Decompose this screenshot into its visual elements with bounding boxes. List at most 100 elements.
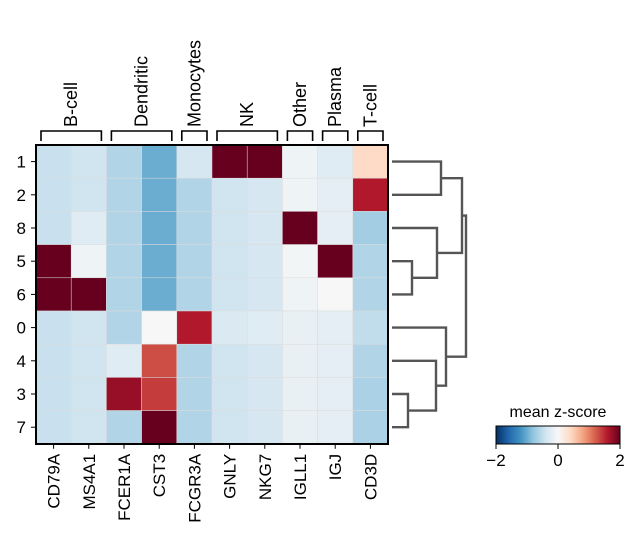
- heatmap-cell: [352, 144, 389, 179]
- heatmap-cell: [317, 410, 354, 445]
- column-label: CST3: [150, 454, 169, 497]
- heatmap-cell: [70, 377, 107, 411]
- row-label: 4: [17, 352, 26, 371]
- heatmap-cell: [352, 244, 389, 279]
- column-label: MS4A1: [80, 454, 99, 510]
- heatmap-cell: [317, 310, 354, 345]
- heatmap-cell: [35, 310, 72, 345]
- heatmap-cell: [352, 177, 389, 212]
- column-label: FCER1A: [115, 453, 134, 521]
- heatmap-cell: [246, 277, 283, 312]
- group-label: T-cell: [360, 84, 380, 127]
- heatmap-cell: [70, 410, 107, 445]
- dendrogram-link: [392, 160, 443, 196]
- dendrogram-link: [392, 260, 414, 296]
- heatmap-cell: [106, 277, 142, 312]
- group-label: Monocytes: [184, 40, 204, 127]
- heatmap-cell: [282, 177, 318, 212]
- heatmap-cell: [352, 343, 389, 378]
- heatmap-cell: [176, 144, 213, 179]
- heatmap-cell: [35, 177, 72, 212]
- heatmap-cell: [282, 144, 318, 179]
- heatmap-cell: [70, 177, 107, 212]
- heatmap-cell: [70, 244, 107, 279]
- group-bracket: [321, 130, 349, 141]
- heatmap-cell: [70, 277, 107, 312]
- colorbar-gradient: [495, 425, 621, 445]
- heatmap-cell: [352, 211, 389, 245]
- heatmap-cell: [176, 277, 213, 312]
- colorbar: mean z-score −2 0 2: [486, 404, 624, 470]
- row-label: 8: [17, 219, 26, 238]
- heatmap-cell: [35, 377, 72, 411]
- heatmap-cell: [106, 211, 142, 245]
- group-label: Dendritic: [132, 56, 152, 127]
- heatmap-cell: [141, 410, 178, 445]
- heatmap-cell: [141, 244, 178, 279]
- heatmap-frame: [35, 144, 389, 445]
- heatmap-cell: [211, 410, 248, 445]
- heatmap-cell: [211, 277, 248, 312]
- heatmap-cell: [211, 343, 248, 378]
- heatmap-cell: [246, 343, 283, 378]
- heatmap-cells: [35, 144, 389, 445]
- colorbar-tick-label: −2: [486, 451, 505, 470]
- heatmap-cell: [35, 211, 72, 245]
- heatmap-cell: [70, 144, 107, 179]
- heatmap-cell: [106, 244, 142, 279]
- heatmap-cell: [106, 343, 142, 378]
- heatmap-cell: [317, 177, 354, 212]
- group-brackets: B-cell Dendritic Monocytes NK Other Plasma T-c…: [40, 40, 384, 141]
- column-label: CD79A: [45, 453, 64, 508]
- row-label: 5: [17, 252, 26, 271]
- heatmap-cell: [141, 211, 178, 245]
- column-label: GNLY: [221, 454, 240, 499]
- group-label: Other: [290, 82, 310, 127]
- dendrogram-link: [392, 392, 410, 429]
- group-bracket: [286, 130, 314, 141]
- dendrogram-link: [392, 326, 448, 387]
- heatmap-cell: [246, 244, 283, 279]
- colorbar-tick-label: 2: [615, 451, 624, 470]
- heatmap-cell: [141, 343, 178, 378]
- dendrogram-link: [392, 359, 438, 412]
- heatmap-cell: [282, 244, 318, 279]
- heatmap-cell: [246, 410, 283, 445]
- heatmap-cell: [35, 144, 72, 179]
- heatmap-cell: [317, 343, 354, 378]
- heatmap-cell: [317, 211, 354, 245]
- group-bracket: [110, 130, 173, 141]
- heatmap-cell: [141, 277, 178, 312]
- heatmap-cell: [141, 310, 178, 345]
- column-label: IGLL1: [291, 454, 310, 500]
- heatmap-cell: [211, 377, 248, 411]
- column-label: CD3D: [361, 454, 380, 500]
- dendrogram-link: [392, 226, 439, 279]
- heatmap-cell: [246, 310, 283, 345]
- heatmap-cell: [35, 343, 72, 378]
- heatmap-cell: [176, 377, 213, 411]
- dendrogram-link: [446, 214, 468, 358]
- column-label: NKG7: [256, 454, 275, 500]
- heatmap-cell: [211, 144, 248, 179]
- heatmap-cell: [176, 343, 213, 378]
- heatmap-cell: [246, 177, 283, 212]
- heatmap-cell: [106, 377, 142, 411]
- heatmap-cell: [141, 377, 178, 411]
- column-label: IGJ: [326, 454, 345, 480]
- heatmap-cell: [70, 310, 107, 345]
- heatmap-cell: [282, 310, 318, 345]
- row-label: 7: [17, 418, 26, 437]
- row-label: 0: [17, 319, 26, 338]
- heatmap-cell: [141, 144, 178, 179]
- row-labels: 1 2 8 5 6 0 4 3 7: [17, 153, 36, 437]
- heatmap-cell: [176, 177, 213, 212]
- heatmap-cell: [282, 343, 318, 378]
- heatmap-cell: [70, 211, 107, 245]
- heatmap-cell: [106, 144, 142, 179]
- heatmap-cell: [282, 277, 318, 312]
- heatmap-cell: [211, 244, 248, 279]
- heatmap-cell: [352, 310, 389, 345]
- heatmap-cell: [246, 211, 283, 245]
